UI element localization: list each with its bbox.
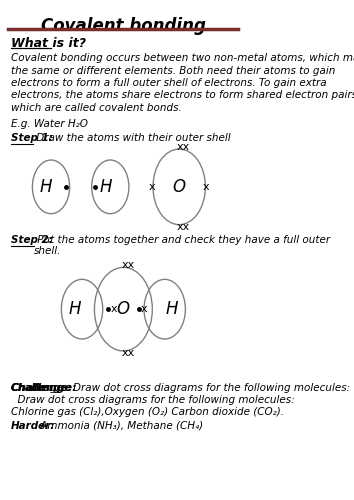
Text: H: H bbox=[99, 178, 112, 196]
Text: xx: xx bbox=[177, 222, 190, 232]
Text: Harder:: Harder: bbox=[11, 420, 56, 430]
Text: x: x bbox=[203, 182, 209, 192]
Text: which are called covalent bonds.: which are called covalent bonds. bbox=[11, 103, 182, 113]
Text: Step 1:: Step 1: bbox=[11, 133, 53, 143]
Text: Draw the atoms with their outer shell: Draw the atoms with their outer shell bbox=[33, 133, 231, 143]
Text: x: x bbox=[141, 304, 147, 314]
Text: Covalent bonding occurs between two non-metal atoms, which may be: Covalent bonding occurs between two non-… bbox=[11, 53, 354, 63]
Text: Put the atoms together and check they have a full outer
shell.: Put the atoms together and check they ha… bbox=[34, 234, 330, 256]
Text: O: O bbox=[173, 178, 186, 196]
Text: the same or different elements. Both need their atoms to gain: the same or different elements. Both nee… bbox=[11, 66, 335, 76]
Text: electrons to form a full outer shell of electrons. To gain extra: electrons to form a full outer shell of … bbox=[11, 78, 327, 88]
Text: Chlorine gas (Cl₂),Oxygen (O₂) Carbon dioxide (CO₂).: Chlorine gas (Cl₂),Oxygen (O₂) Carbon di… bbox=[11, 406, 284, 416]
Text: Draw dot cross diagrams for the following molecules:: Draw dot cross diagrams for the followin… bbox=[11, 394, 295, 404]
Text: Challenge:: Challenge: bbox=[11, 383, 73, 393]
Text: H: H bbox=[69, 300, 81, 318]
Text: H: H bbox=[40, 178, 52, 196]
Text: Step 2:: Step 2: bbox=[11, 234, 53, 244]
Text: What is it?: What is it? bbox=[11, 37, 86, 50]
Text: Covalent bonding: Covalent bonding bbox=[41, 18, 206, 36]
Text: x: x bbox=[110, 304, 117, 314]
Text: xx: xx bbox=[121, 260, 135, 270]
Text: xx: xx bbox=[121, 348, 135, 358]
Text: E.g. Water H₂O: E.g. Water H₂O bbox=[11, 119, 88, 129]
Text: O: O bbox=[117, 300, 130, 318]
Text: Challenge:: Challenge: bbox=[11, 383, 78, 393]
Text: H: H bbox=[165, 300, 178, 318]
Text: xx: xx bbox=[177, 142, 190, 152]
Text: Ammonia (NH₃), Methane (CH₄): Ammonia (NH₃), Methane (CH₄) bbox=[37, 420, 203, 430]
Text: x: x bbox=[149, 182, 156, 192]
Text: electrons, the atoms share electrons to form shared electron pairs,: electrons, the atoms share electrons to … bbox=[11, 90, 354, 101]
Text: Challenge:  Draw dot cross diagrams for the following molecules:: Challenge: Draw dot cross diagrams for t… bbox=[11, 383, 350, 393]
